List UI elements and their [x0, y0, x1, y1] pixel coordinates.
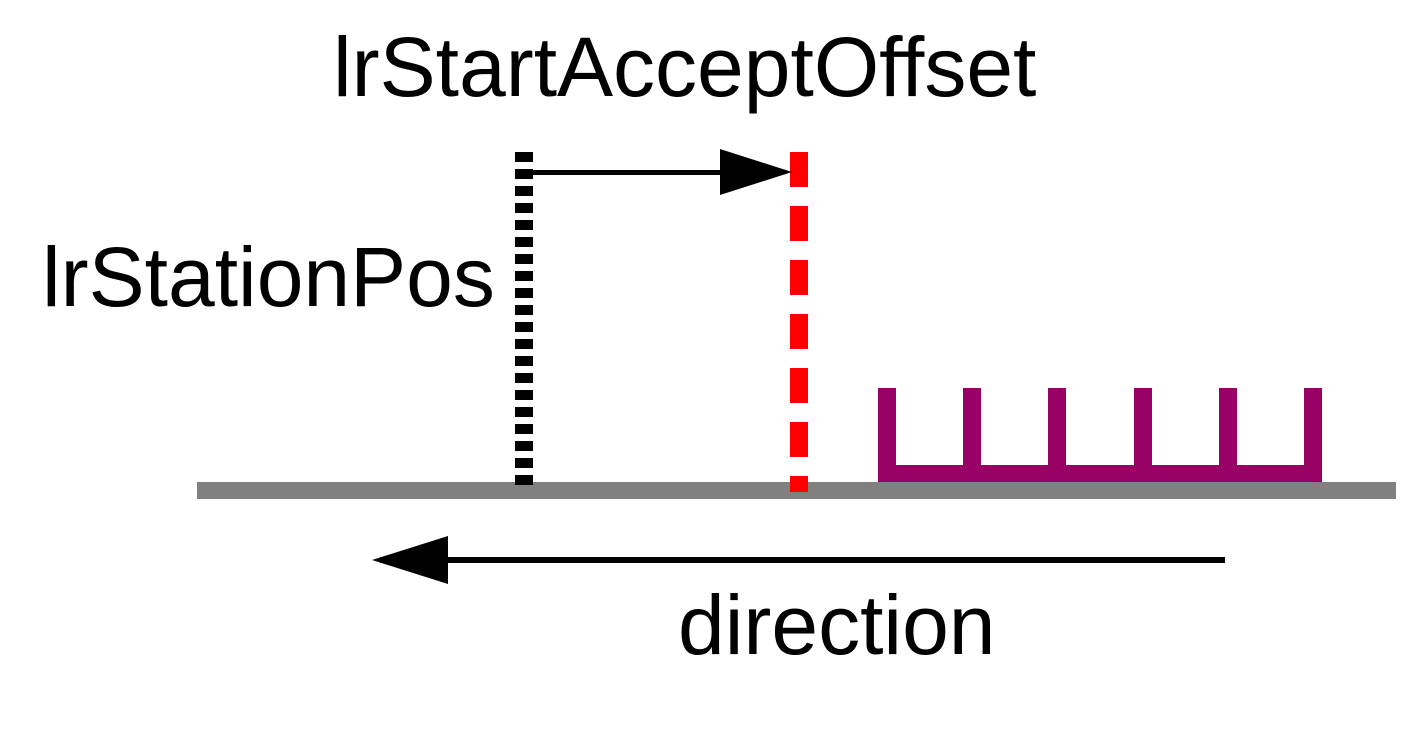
start-accept-offset-dashed-line — [790, 152, 808, 492]
left-arrowhead-icon — [372, 536, 448, 584]
station-pos-label: lrStationPos — [42, 230, 495, 324]
workpiece-comb — [878, 388, 1322, 482]
comb-tooth — [1303, 388, 1322, 482]
direction-label: direction — [678, 578, 996, 672]
offset-arrow-line — [533, 170, 721, 175]
comb-tooth — [1133, 388, 1152, 482]
station-pos-dotted-line — [515, 152, 533, 488]
right-arrowhead-icon — [720, 149, 792, 195]
comb-tooth — [1048, 388, 1067, 482]
comb-base — [878, 465, 1322, 482]
direction-arrow-line — [380, 557, 1225, 563]
start-accept-offset-label: lrStartAcceptOffset — [333, 20, 1037, 114]
comb-tooth — [878, 388, 896, 482]
comb-tooth — [1218, 388, 1237, 482]
comb-tooth — [963, 388, 982, 482]
